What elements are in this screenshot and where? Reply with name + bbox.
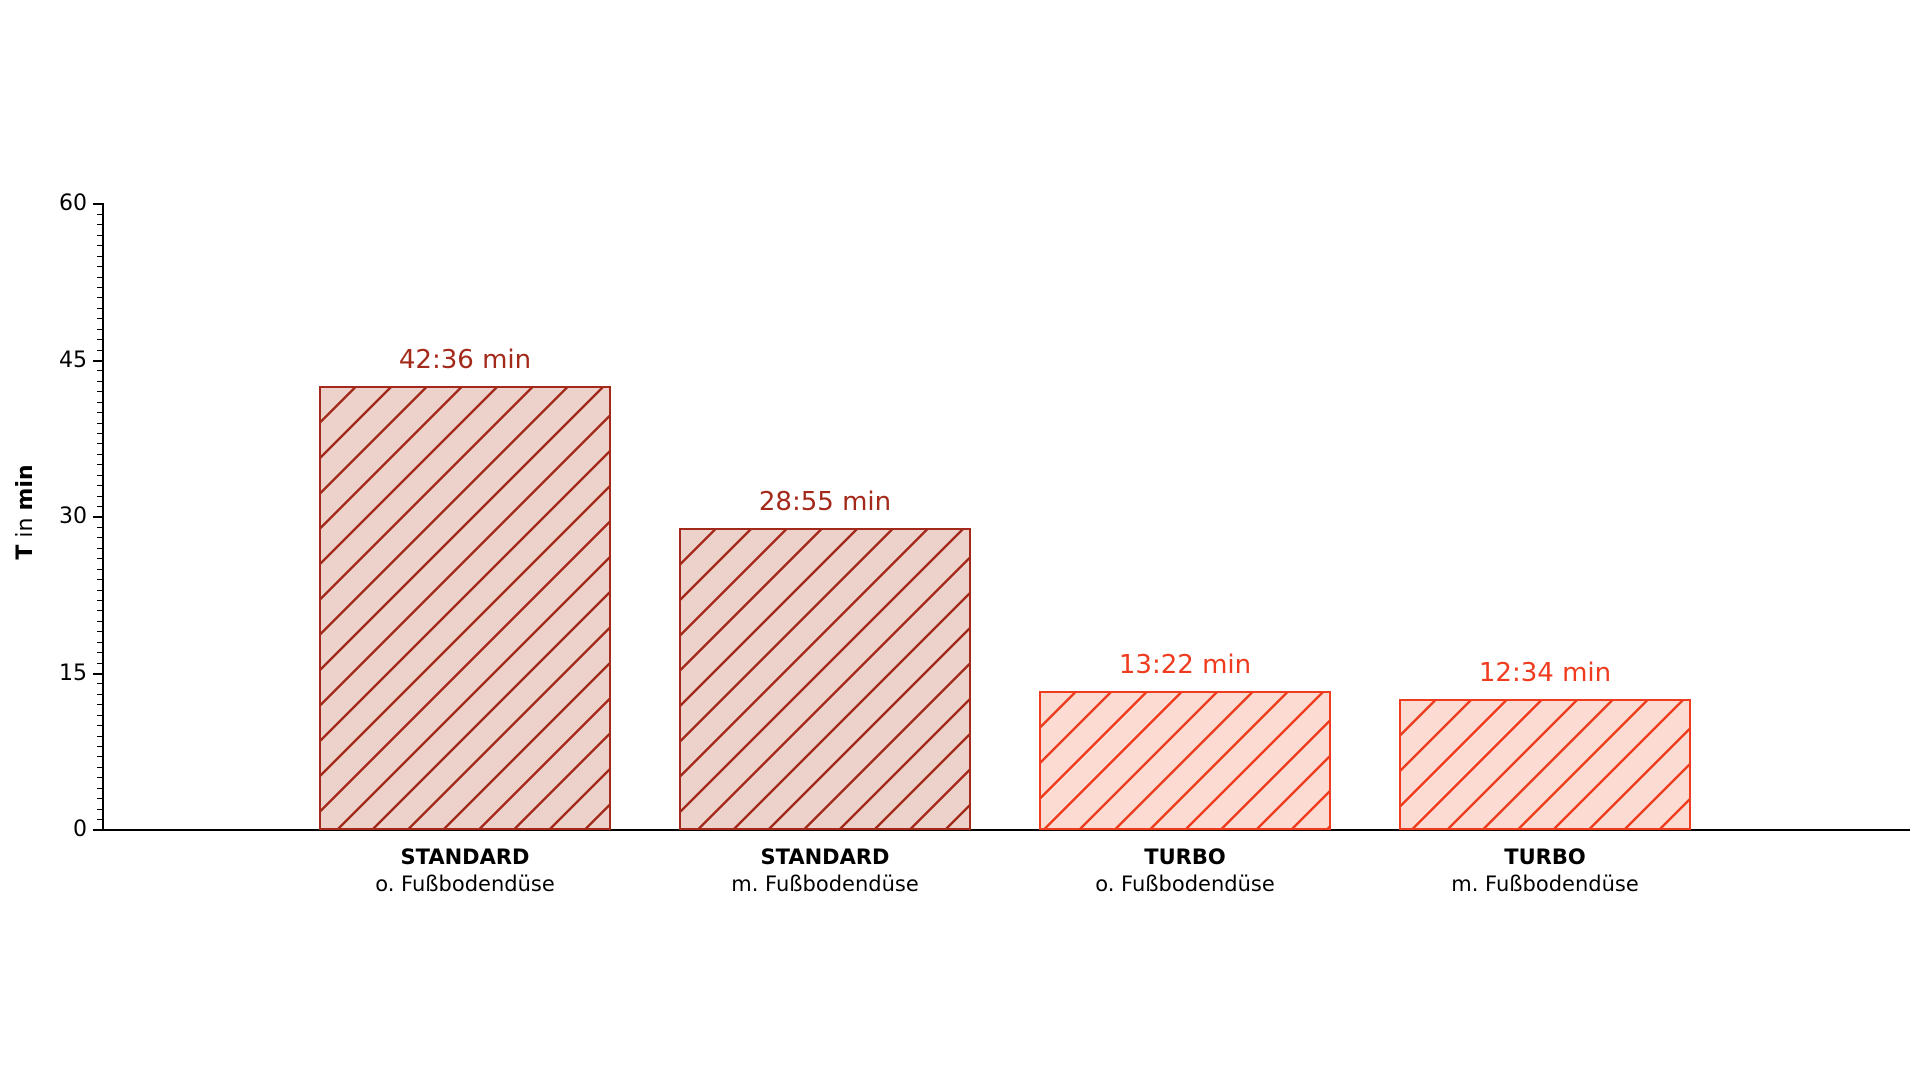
y-minor-tick: [97, 286, 103, 288]
y-minor-tick: [97, 641, 103, 643]
y-axis: [102, 203, 104, 831]
y-minor-tick: [97, 255, 103, 257]
bar: [679, 528, 971, 830]
y-minor-tick: [97, 318, 103, 320]
y-minor-tick: [97, 276, 103, 278]
y-minor-tick: [97, 558, 103, 560]
y-minor-tick: [97, 339, 103, 341]
y-minor-tick: [97, 599, 103, 601]
y-minor-tick: [97, 787, 103, 789]
y-minor-tick: [97, 777, 103, 779]
y-major-tick: [93, 516, 103, 518]
y-minor-tick: [97, 213, 103, 215]
bar-value-label: 12:34 min: [1478, 657, 1612, 688]
y-minor-tick: [97, 328, 103, 330]
x-tick-label-line1: TURBO: [1144, 845, 1226, 869]
y-minor-tick: [97, 579, 103, 581]
y-minor-tick: [97, 537, 103, 539]
y-tick-label: 15: [59, 660, 87, 686]
x-tick-label-line2: o. Fußbodendüse: [1095, 872, 1275, 896]
y-minor-tick: [97, 819, 103, 821]
y-minor-tick: [97, 453, 103, 455]
y-minor-tick: [97, 683, 103, 685]
x-axis: [102, 829, 1910, 831]
y-tick-label: 60: [59, 191, 87, 216]
y-minor-tick: [97, 766, 103, 768]
x-tick-label-line2: m. Fußbodendüse: [731, 872, 919, 896]
x-tick-label-line1: TURBO: [1504, 845, 1586, 869]
y-major-tick: [93, 672, 103, 675]
bar: [319, 385, 611, 830]
y-minor-tick: [97, 401, 103, 403]
y-minor-tick: [97, 662, 103, 664]
y-minor-tick: [97, 370, 103, 372]
x-tick-label: STANDARD o. Fußbodendüse: [245, 844, 685, 898]
y-tick-label: 30: [59, 504, 87, 529]
y-major-tick: [93, 203, 103, 205]
y-minor-tick: [97, 349, 103, 351]
y-minor-tick: [97, 412, 103, 414]
x-tick-label: TURBO m. Fußbodendüse: [1325, 844, 1765, 898]
y-minor-tick: [97, 589, 103, 591]
y-minor-tick: [97, 735, 103, 737]
y-axis-label-part: T: [13, 544, 38, 560]
bar-value-label: 13:22 min: [1118, 649, 1252, 680]
y-minor-tick: [97, 464, 103, 466]
x-tick-label-line2: o. Fußbodendüse: [375, 872, 555, 896]
y-minor-tick: [97, 756, 103, 758]
y-minor-tick: [97, 798, 103, 800]
y-minor-tick: [97, 266, 103, 268]
y-axis-label-part: min: [13, 464, 38, 511]
x-tick-label-line2: m. Fußbodendüse: [1451, 872, 1639, 896]
y-minor-tick: [97, 443, 103, 445]
y-minor-tick: [97, 485, 103, 487]
x-tick-label: TURBO o. Fußbodendüse: [965, 844, 1405, 898]
y-minor-tick: [97, 495, 103, 497]
y-minor-tick: [97, 568, 103, 570]
y-minor-tick: [97, 433, 103, 435]
y-minor-tick: [97, 631, 103, 633]
bar-value-label: 28:55 min: [758, 487, 892, 518]
y-minor-tick: [97, 307, 103, 309]
bar: [1039, 690, 1331, 830]
y-minor-tick: [97, 610, 103, 612]
y-minor-tick: [97, 422, 103, 424]
y-minor-tick: [97, 704, 103, 706]
y-minor-tick: [97, 693, 103, 695]
y-minor-tick: [97, 725, 103, 727]
y-tick-label: 45: [59, 347, 87, 373]
y-major-tick: [93, 359, 103, 362]
y-minor-tick: [97, 245, 103, 247]
y-minor-tick: [97, 714, 103, 716]
y-minor-tick: [97, 652, 103, 654]
bar: [1399, 698, 1691, 830]
y-major-tick: [93, 829, 103, 831]
y-minor-tick: [97, 746, 103, 748]
bar-value-label: 42:36 min: [398, 344, 532, 375]
x-tick-label: STANDARD m. Fußbodendüse: [605, 844, 1045, 898]
y-minor-tick: [97, 620, 103, 622]
y-minor-tick: [97, 526, 103, 528]
y-minor-tick: [97, 506, 103, 508]
y-tick-label: 0: [73, 817, 87, 842]
x-tick-label-line1: STANDARD: [760, 845, 890, 869]
x-tick-label-line1: STANDARD: [400, 845, 530, 869]
y-minor-tick: [97, 474, 103, 476]
y-minor-tick: [97, 234, 103, 236]
y-minor-tick: [97, 224, 103, 226]
y-minor-tick: [97, 808, 103, 810]
y-minor-tick: [97, 297, 103, 299]
y-minor-tick: [97, 547, 103, 549]
y-minor-tick: [97, 391, 103, 393]
y-minor-tick: [97, 380, 103, 382]
